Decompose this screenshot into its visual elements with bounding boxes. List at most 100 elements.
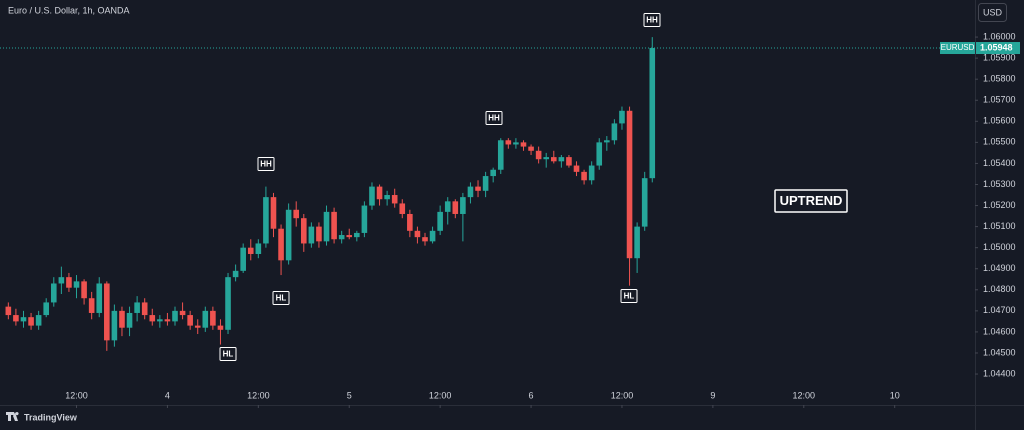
candle-body (482, 176, 489, 191)
hh-label-box (257, 157, 275, 171)
brand-name: TradingView (24, 412, 78, 422)
candle-body (566, 157, 572, 166)
candle-body (50, 283, 57, 303)
candle-body (308, 226, 315, 244)
y-tick-label: 1.05300 (983, 179, 1016, 189)
hl-label-box (620, 289, 638, 303)
candle-body (126, 312, 133, 328)
y-tick-label: 1.05500 (983, 137, 1016, 147)
x-tick-label: 12:00 (65, 390, 88, 400)
candle-body (550, 157, 557, 162)
candle-body (573, 165, 580, 172)
currency-button[interactable] (978, 3, 1007, 22)
candle-body (278, 228, 284, 261)
candle-body (596, 142, 603, 166)
candle-body (475, 186, 481, 191)
candle-body (270, 197, 277, 229)
candle-body (20, 317, 27, 322)
candle-body (300, 218, 307, 244)
y-tick-label: 1.05600 (983, 116, 1016, 126)
candle-body (535, 150, 542, 160)
candle-body (232, 270, 239, 278)
candle-body (641, 178, 648, 227)
candle-body (66, 277, 72, 288)
candle-body (588, 165, 595, 181)
hh-label-box (643, 13, 661, 27)
candle-body (104, 283, 110, 341)
candle-body (346, 235, 353, 238)
candle-body (194, 325, 201, 328)
y-tick-label: 1.04700 (983, 305, 1016, 315)
candle-body (338, 235, 345, 240)
candle-body (520, 142, 527, 147)
candle-body (460, 197, 466, 214)
candle-body (505, 140, 512, 145)
candle-body (429, 230, 436, 242)
candle-body (497, 140, 504, 170)
x-tick-label: 12:00 (247, 390, 270, 400)
y-tick-label: 1.04900 (983, 263, 1016, 273)
y-tick-label: 1.04400 (983, 368, 1016, 378)
candle-body (81, 281, 87, 299)
candle-body (149, 315, 156, 322)
x-tick-label: 6 (529, 390, 534, 400)
hl-label: HL (223, 350, 234, 359)
candle-body (634, 226, 640, 259)
candle-body (28, 317, 34, 326)
candle-body (5, 306, 12, 316)
last-price-label: 1.05948 (980, 42, 1013, 52)
hl-label: HL (276, 294, 287, 303)
candle-body (649, 48, 656, 179)
candle-body (58, 277, 65, 284)
candle-body (626, 110, 633, 259)
candle-body (293, 209, 300, 219)
y-tick-label: 1.05700 (983, 95, 1016, 105)
candle-body (361, 205, 368, 233)
candle-body (285, 209, 292, 261)
candle-body (414, 230, 421, 238)
candle-body (96, 283, 103, 313)
y-tick-label: 1.05000 (983, 242, 1016, 252)
hh-label: HH (488, 114, 500, 123)
candle-body (611, 123, 618, 141)
candle-body (513, 142, 519, 145)
candle-body (437, 211, 443, 231)
candle-body (543, 157, 550, 160)
candle-body (619, 110, 625, 124)
candle-body (35, 315, 42, 326)
y-tick-label: 1.05800 (983, 74, 1016, 84)
candle-body (119, 310, 125, 328)
y-tick-label: 1.05900 (983, 53, 1016, 63)
trend-label-box (774, 189, 848, 213)
x-tick-label: 5 (347, 390, 352, 400)
candle-body (528, 146, 534, 151)
x-tick-label: 12:00 (429, 390, 452, 400)
candle-body (255, 243, 262, 254)
candle-body (376, 186, 383, 200)
y-tick-label: 1.05200 (983, 200, 1016, 210)
hh-label: HH (646, 16, 658, 25)
candle-body (172, 310, 178, 322)
hh-label: HH (260, 160, 272, 169)
y-tick-label: 1.06000 (983, 31, 1016, 41)
candle-body (467, 186, 474, 198)
hl-label-box (272, 291, 290, 305)
candle-body (240, 247, 246, 271)
candle-body (225, 277, 231, 330)
candle-body (134, 302, 140, 313)
candle-body (202, 310, 209, 328)
hl-label-box (219, 347, 237, 361)
candle-body (323, 211, 330, 242)
candle-body (422, 237, 428, 242)
trend-label: UPTREND (780, 193, 843, 208)
chart-title: Euro / U.S. Dollar, 1h, OANDA (8, 5, 130, 15)
currency-label[interactable]: USD (983, 7, 1003, 17)
candle-body (187, 315, 193, 326)
candle-body (179, 310, 186, 316)
candle-body (88, 298, 95, 313)
candle-body (111, 310, 118, 341)
candle-body (73, 281, 80, 288)
candle-body (13, 315, 19, 322)
